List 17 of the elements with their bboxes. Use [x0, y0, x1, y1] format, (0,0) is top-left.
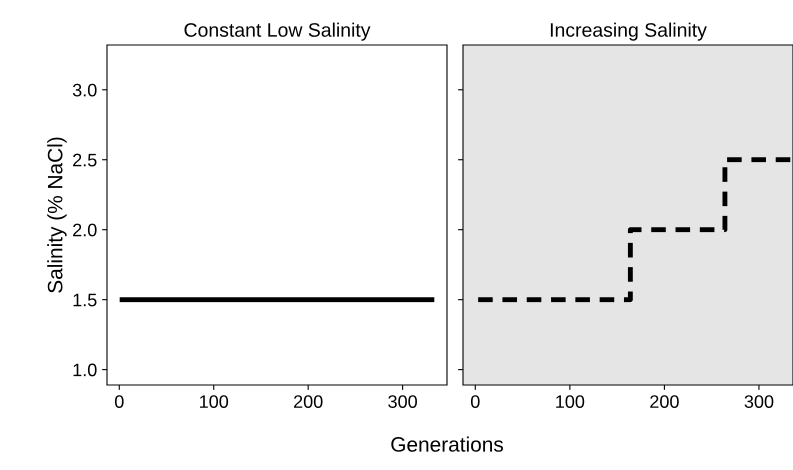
- chart-title: Increasing Salinity: [550, 22, 707, 41]
- x-tick-label: 200: [294, 395, 323, 408]
- x-tick-label: 200: [650, 395, 679, 408]
- x-tick-label: 300: [388, 395, 417, 408]
- chart-title: Constant Low Salinity: [184, 22, 370, 41]
- y-tick-label: 2.5: [73, 154, 97, 166]
- x-tick-label: 0: [470, 395, 480, 408]
- x-axis-title: Generations: [391, 436, 503, 452]
- x-tick-label: 100: [556, 395, 584, 408]
- y-tick-label: 1.5: [74, 294, 97, 306]
- y-axis-title: Salinity (% NaCl): [47, 138, 67, 293]
- x-tick-label: 100: [200, 395, 228, 408]
- x-tick-label: 300: [744, 395, 774, 408]
- x-tick-label: 0: [114, 395, 124, 408]
- y-tick-label: 2.0: [73, 224, 97, 236]
- y-tick-label: 1.0: [74, 364, 97, 376]
- y-tick-label: 3.0: [72, 84, 97, 96]
